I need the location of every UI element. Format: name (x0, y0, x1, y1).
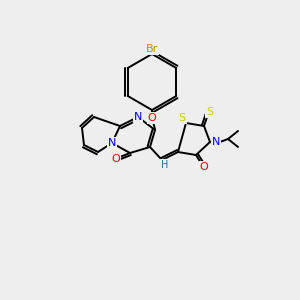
Text: O: O (112, 154, 120, 164)
Text: S: S (178, 113, 186, 123)
Text: N: N (134, 112, 142, 122)
Text: S: S (206, 107, 214, 117)
Text: Br: Br (146, 44, 158, 54)
Text: H: H (161, 160, 169, 170)
Text: O: O (200, 162, 208, 172)
Text: N: N (108, 138, 116, 148)
Text: O: O (148, 113, 156, 123)
Text: N: N (212, 137, 220, 147)
